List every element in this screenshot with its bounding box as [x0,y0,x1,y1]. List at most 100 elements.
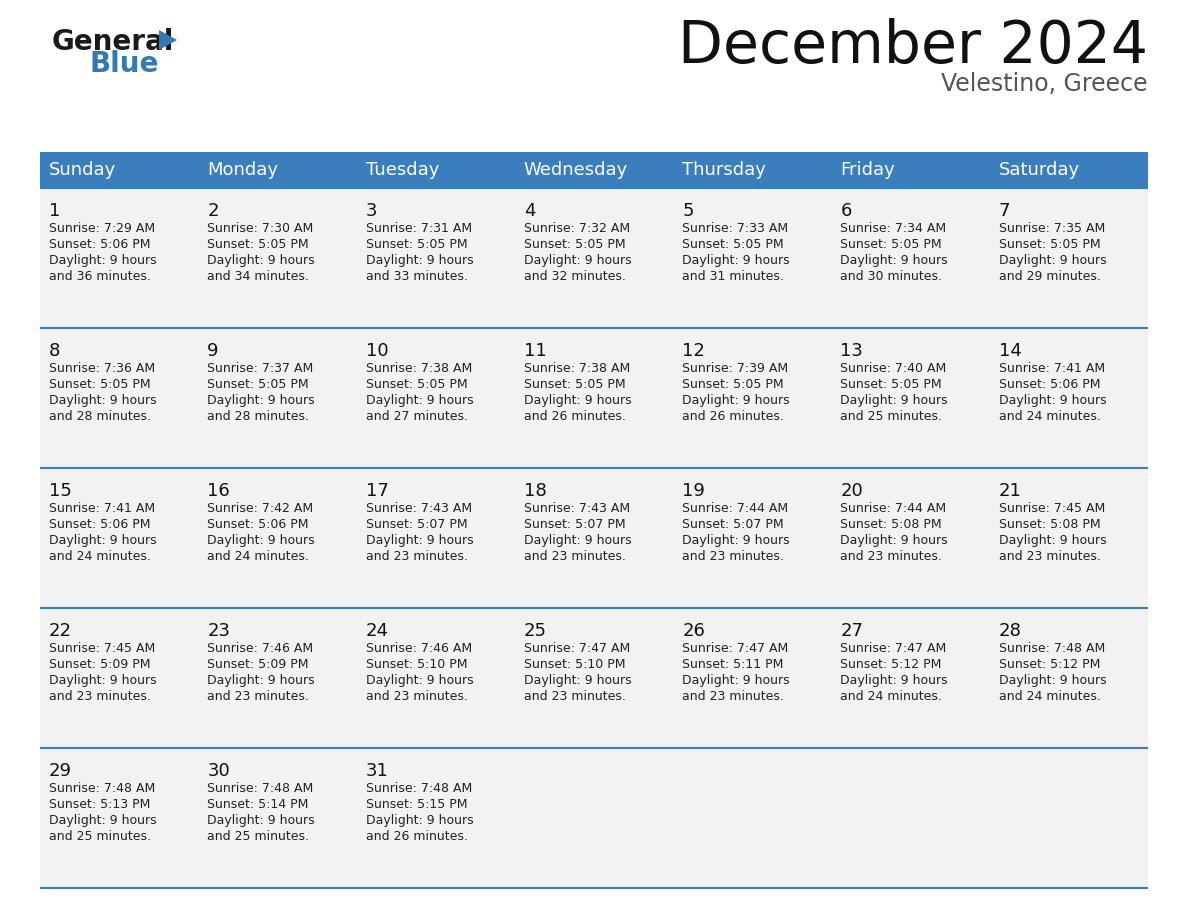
Text: Saturday: Saturday [999,161,1080,179]
Text: Daylight: 9 hours: Daylight: 9 hours [49,394,157,407]
Text: Daylight: 9 hours: Daylight: 9 hours [840,254,948,267]
Text: Thursday: Thursday [682,161,766,179]
Text: Sunset: 5:08 PM: Sunset: 5:08 PM [999,518,1100,531]
Text: Sunset: 5:05 PM: Sunset: 5:05 PM [207,238,309,251]
Text: 21: 21 [999,482,1022,500]
Text: Sunset: 5:05 PM: Sunset: 5:05 PM [682,378,784,391]
Text: 4: 4 [524,202,536,220]
Text: Daylight: 9 hours: Daylight: 9 hours [49,534,157,547]
Text: Sunset: 5:07 PM: Sunset: 5:07 PM [366,518,467,531]
Text: Sunrise: 7:48 AM: Sunrise: 7:48 AM [366,782,472,795]
Text: 3: 3 [366,202,377,220]
Text: Sunrise: 7:33 AM: Sunrise: 7:33 AM [682,222,789,235]
Text: and 24 minutes.: and 24 minutes. [49,550,151,563]
Text: and 31 minutes.: and 31 minutes. [682,270,784,283]
Text: Tuesday: Tuesday [366,161,438,179]
Text: Daylight: 9 hours: Daylight: 9 hours [840,534,948,547]
Text: and 23 minutes.: and 23 minutes. [207,690,309,703]
Text: 17: 17 [366,482,388,500]
Text: 23: 23 [207,622,230,640]
Text: and 26 minutes.: and 26 minutes. [524,410,626,423]
Text: Daylight: 9 hours: Daylight: 9 hours [207,394,315,407]
Text: Sunrise: 7:36 AM: Sunrise: 7:36 AM [49,362,156,375]
Text: Daylight: 9 hours: Daylight: 9 hours [840,394,948,407]
Text: Sunrise: 7:39 AM: Sunrise: 7:39 AM [682,362,789,375]
Bar [40,188,1148,328]
Text: Daylight: 9 hours: Daylight: 9 hours [207,814,315,827]
Text: Sunset: 5:11 PM: Sunset: 5:11 PM [682,658,784,671]
Text: and 29 minutes.: and 29 minutes. [999,270,1100,283]
Text: 14: 14 [999,342,1022,360]
Text: Sunset: 5:06 PM: Sunset: 5:06 PM [999,378,1100,391]
Polygon shape [159,30,177,50]
Text: and 27 minutes.: and 27 minutes. [366,410,468,423]
Text: Sunrise: 7:43 AM: Sunrise: 7:43 AM [524,502,630,515]
Text: Daylight: 9 hours: Daylight: 9 hours [682,254,790,267]
Text: Daylight: 9 hours: Daylight: 9 hours [366,534,473,547]
Text: and 23 minutes.: and 23 minutes. [366,690,467,703]
Text: and 23 minutes.: and 23 minutes. [524,550,626,563]
Text: Daylight: 9 hours: Daylight: 9 hours [49,254,157,267]
Text: Sunset: 5:05 PM: Sunset: 5:05 PM [840,238,942,251]
Text: Sunrise: 7:29 AM: Sunrise: 7:29 AM [49,222,156,235]
Text: Daylight: 9 hours: Daylight: 9 hours [999,534,1106,547]
Bar [40,468,1148,608]
Text: Daylight: 9 hours: Daylight: 9 hours [999,674,1106,687]
Text: Sunset: 5:14 PM: Sunset: 5:14 PM [207,798,309,811]
Text: Sunset: 5:10 PM: Sunset: 5:10 PM [366,658,467,671]
Bar [40,328,1148,468]
Text: 31: 31 [366,762,388,780]
Text: Daylight: 9 hours: Daylight: 9 hours [682,394,790,407]
Text: and 24 minutes.: and 24 minutes. [840,690,942,703]
Text: and 32 minutes.: and 32 minutes. [524,270,626,283]
Text: Daylight: 9 hours: Daylight: 9 hours [524,394,632,407]
Text: Sunrise: 7:47 AM: Sunrise: 7:47 AM [840,642,947,655]
Bar [40,608,1148,748]
Text: and 25 minutes.: and 25 minutes. [207,830,309,843]
Text: Daylight: 9 hours: Daylight: 9 hours [207,534,315,547]
Text: Sunrise: 7:48 AM: Sunrise: 7:48 AM [999,642,1105,655]
Text: Sunrise: 7:44 AM: Sunrise: 7:44 AM [682,502,789,515]
Text: Sunrise: 7:38 AM: Sunrise: 7:38 AM [524,362,630,375]
Text: Daylight: 9 hours: Daylight: 9 hours [999,394,1106,407]
Text: 19: 19 [682,482,704,500]
Text: 15: 15 [49,482,72,500]
Text: Wednesday: Wednesday [524,161,628,179]
Text: Sunset: 5:09 PM: Sunset: 5:09 PM [207,658,309,671]
Text: Sunset: 5:07 PM: Sunset: 5:07 PM [524,518,626,531]
Text: 11: 11 [524,342,546,360]
Text: Sunrise: 7:45 AM: Sunrise: 7:45 AM [49,642,156,655]
Text: Sunrise: 7:41 AM: Sunrise: 7:41 AM [999,362,1105,375]
Text: 9: 9 [207,342,219,360]
Text: Daylight: 9 hours: Daylight: 9 hours [207,254,315,267]
Text: and 23 minutes.: and 23 minutes. [524,690,626,703]
Text: Sunrise: 7:38 AM: Sunrise: 7:38 AM [366,362,472,375]
Text: and 30 minutes.: and 30 minutes. [840,270,942,283]
Text: Sunrise: 7:48 AM: Sunrise: 7:48 AM [207,782,314,795]
Text: 24: 24 [366,622,388,640]
Text: and 26 minutes.: and 26 minutes. [366,830,467,843]
Text: Sunset: 5:05 PM: Sunset: 5:05 PM [207,378,309,391]
Text: 20: 20 [840,482,864,500]
Text: and 24 minutes.: and 24 minutes. [999,690,1100,703]
Text: Daylight: 9 hours: Daylight: 9 hours [207,674,315,687]
Text: Velestino, Greece: Velestino, Greece [941,72,1148,96]
Text: Sunrise: 7:46 AM: Sunrise: 7:46 AM [207,642,314,655]
Text: Daylight: 9 hours: Daylight: 9 hours [366,394,473,407]
Text: Daylight: 9 hours: Daylight: 9 hours [366,254,473,267]
Text: Sunset: 5:06 PM: Sunset: 5:06 PM [207,518,309,531]
Text: Blue: Blue [90,50,159,78]
Text: 2: 2 [207,202,219,220]
Text: 16: 16 [207,482,230,500]
Text: Sunset: 5:08 PM: Sunset: 5:08 PM [840,518,942,531]
Text: Daylight: 9 hours: Daylight: 9 hours [49,674,157,687]
Text: and 23 minutes.: and 23 minutes. [840,550,942,563]
Text: and 34 minutes.: and 34 minutes. [207,270,309,283]
Text: Sunrise: 7:47 AM: Sunrise: 7:47 AM [524,642,630,655]
Text: 10: 10 [366,342,388,360]
Text: and 23 minutes.: and 23 minutes. [682,690,784,703]
Text: Sunset: 5:12 PM: Sunset: 5:12 PM [999,658,1100,671]
Text: Sunset: 5:15 PM: Sunset: 5:15 PM [366,798,467,811]
Text: 8: 8 [49,342,61,360]
Text: Sunrise: 7:41 AM: Sunrise: 7:41 AM [49,502,156,515]
